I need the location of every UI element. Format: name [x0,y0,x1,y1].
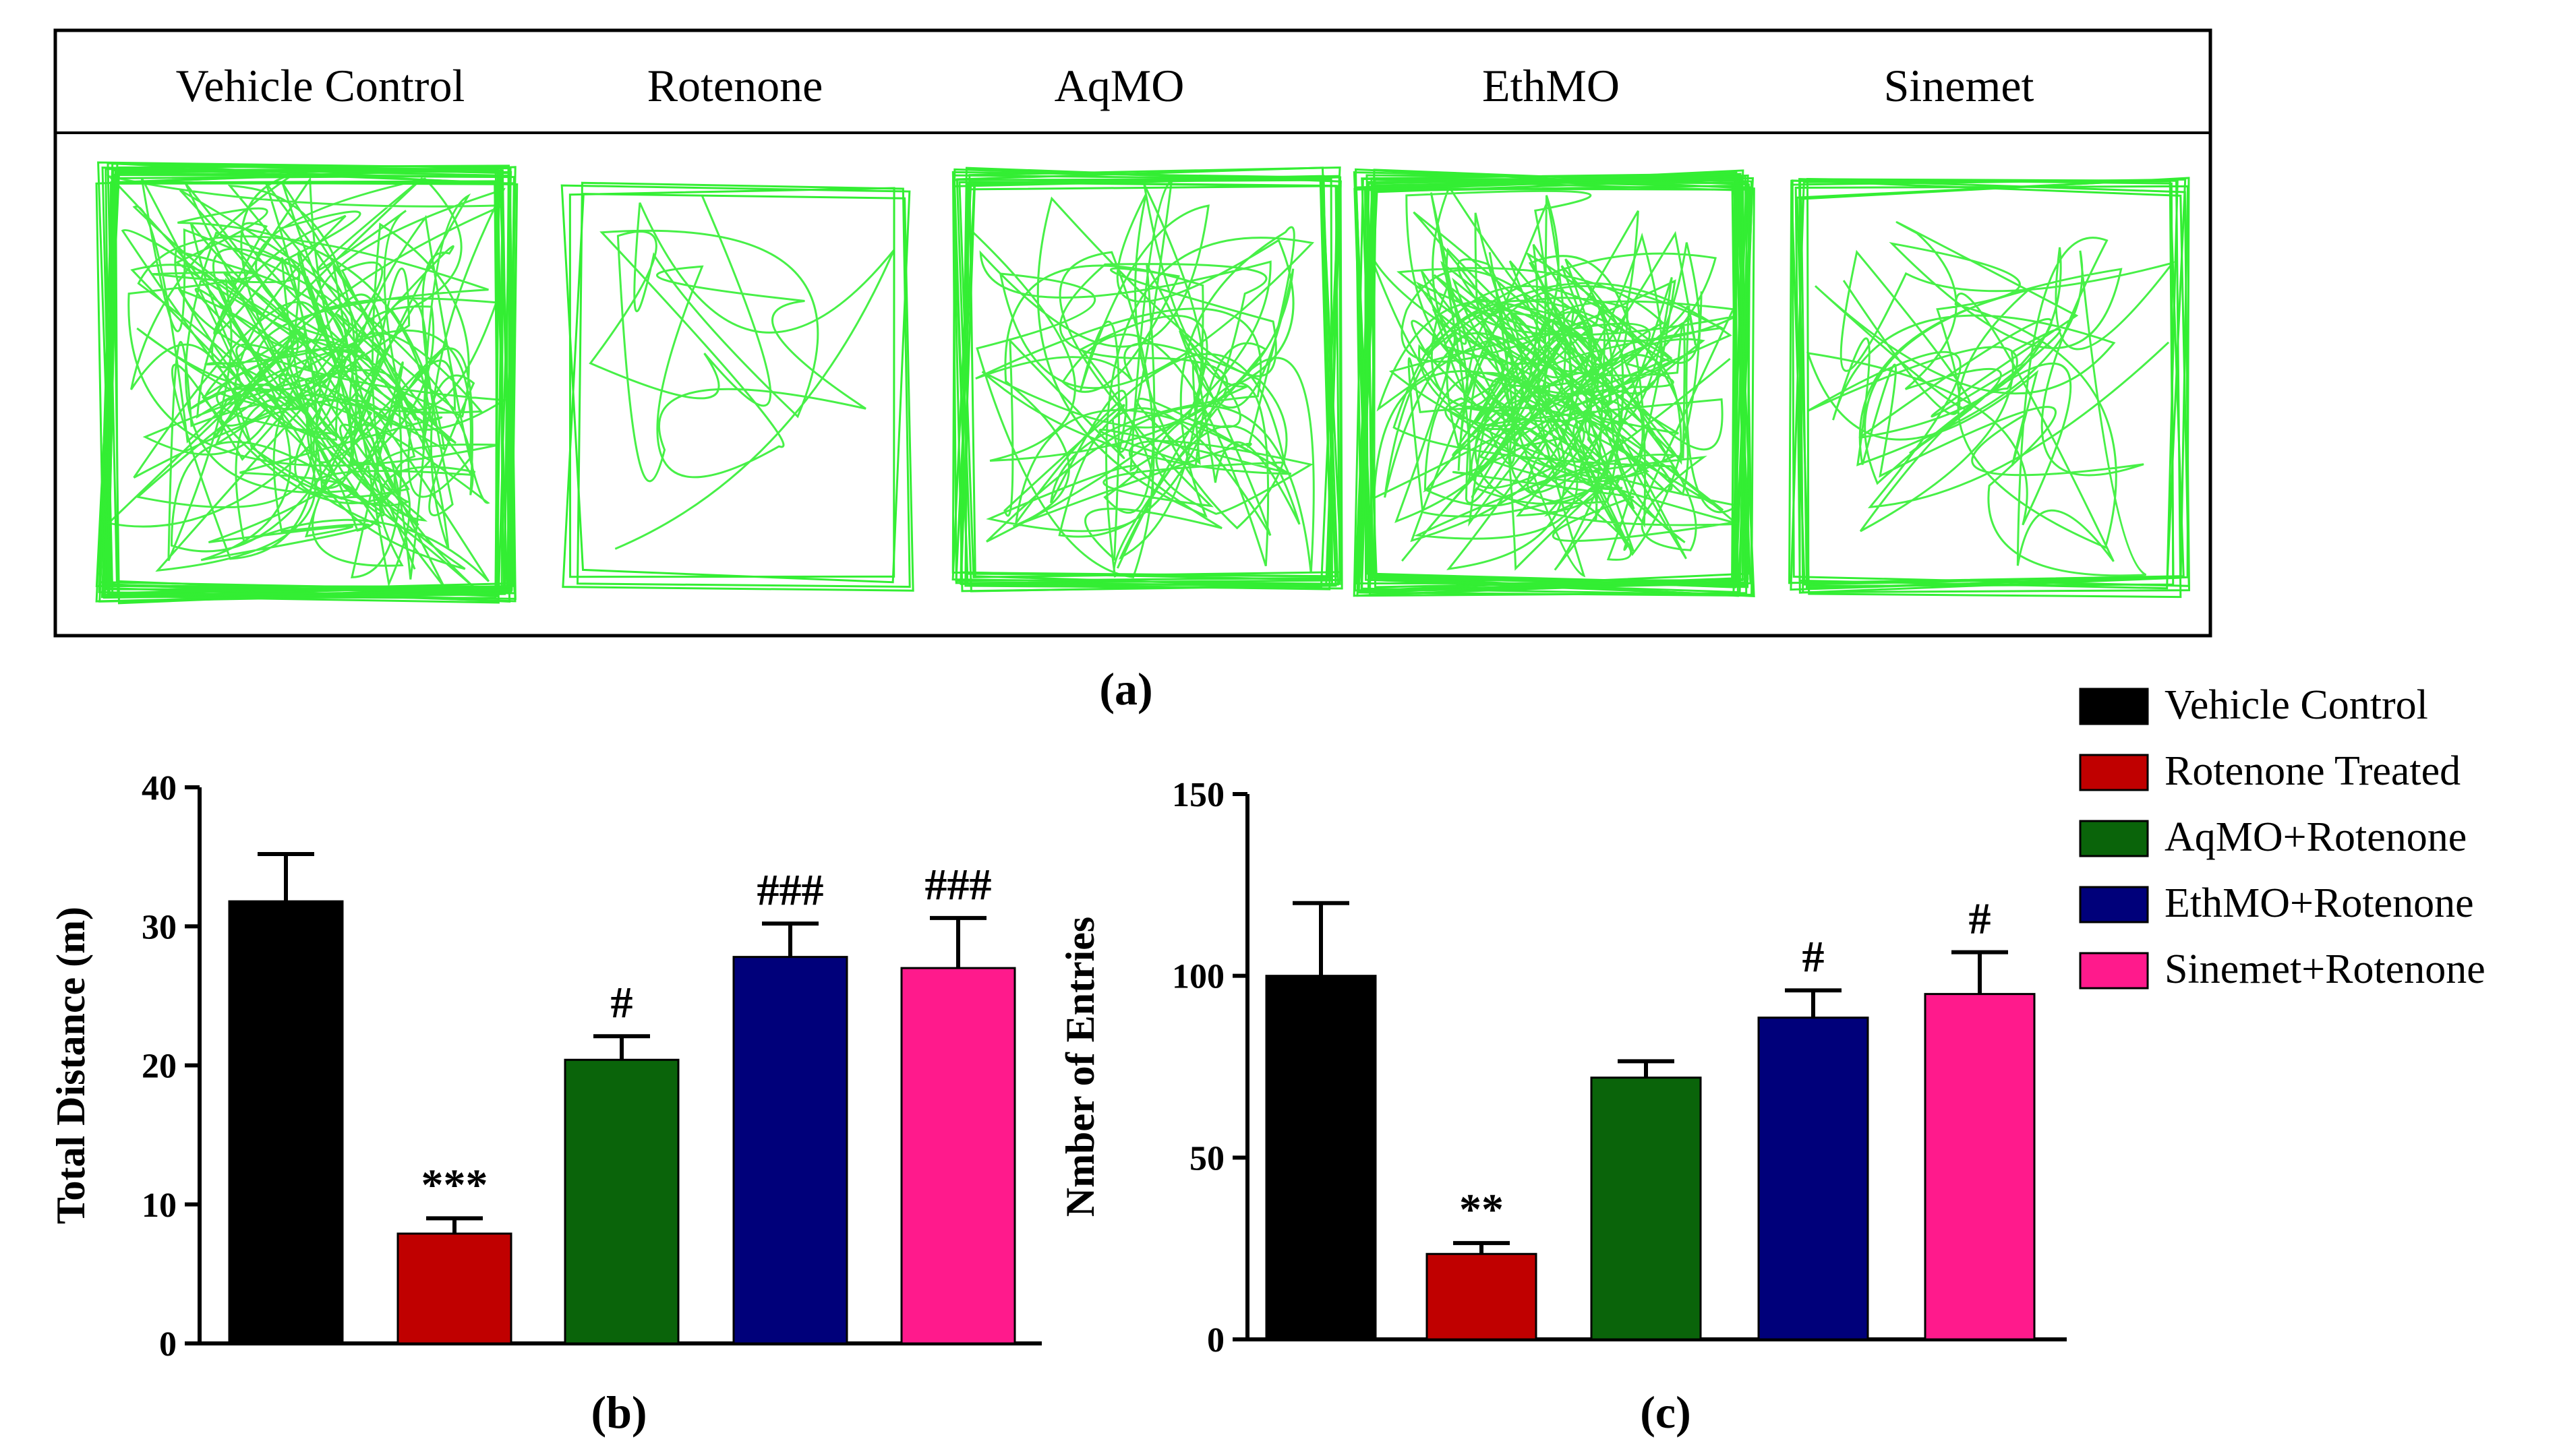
track-border-path [964,185,1343,590]
track-plot [560,181,914,592]
significance-label: # [611,978,633,1027]
significance-label: # [1969,894,1991,944]
track-interior-path [970,177,1315,578]
track-plot [1353,168,1755,598]
track-border-path [1355,175,1744,582]
y-tick-label: 30 [142,908,177,946]
track-border-path [1800,177,2190,590]
panel-label: (c) [1640,1387,1690,1438]
track-interior-path [589,194,895,550]
bar [1265,975,1377,1341]
panel-a-header: Rotenone [647,60,823,111]
bar [396,1232,512,1345]
bar [1757,1017,1869,1341]
legend-swatch [2079,754,2149,791]
bar [1425,1252,1537,1341]
track-border-path [1366,171,1755,598]
y-tick-label: 0 [159,1325,177,1364]
y-tick-label: 150 [1172,776,1225,814]
legend-label: Vehicle Control [2165,682,2428,728]
panel-label: (b) [591,1387,647,1438]
panel-a-header: EthMO [1482,60,1620,111]
track-border-path [107,166,517,595]
significance-label: ** [1459,1185,1504,1234]
bar [564,1058,680,1345]
y-tick-label: 0 [1207,1321,1225,1360]
bar [900,967,1016,1345]
track-border-path [1355,168,1755,596]
track-plot [1788,177,2191,599]
bar [1924,993,2036,1341]
track-border-path [960,166,1342,587]
y-tick-label: 100 [1172,958,1225,996]
panel-a-headers: Vehicle Control Rotenone AqMO EthMO Sinemet [176,60,2034,111]
legend-swatch [2079,688,2149,725]
chart-c: 0 50 100 150 Nmber of Entries ** # # (c) [1058,776,2067,1438]
y-tick-label: 50 [1189,1139,1225,1178]
bar [1590,1076,1702,1341]
track-interior-path [1806,221,2175,577]
track-border-path [107,162,498,597]
track-plot [951,166,1343,593]
bar [228,900,344,1345]
track-border-path [1360,185,1752,593]
track-interior-path [106,173,508,592]
panel-a-header: AqMO [1055,60,1185,111]
panel-a-label: (a) [1099,663,1152,715]
track-border-path [958,179,1343,578]
track-interior-path [1366,185,1740,578]
panel-a-header: Sinemet [1884,60,2034,111]
legend-swatch [2079,952,2149,990]
track-border-path [577,181,911,588]
y-tick-label: 20 [142,1048,177,1086]
legend-swatch [2079,820,2149,857]
track-border-path [568,187,895,578]
legend-label: AqMO+Rotenone [2165,814,2467,860]
y-tick-label: 10 [142,1186,177,1225]
y-axis-title: Total Distance (m) [49,907,93,1224]
significance-label: # [1802,932,1825,981]
legend-swatch [2079,886,2149,923]
legend-label: Sinemet+Rotenone [2165,946,2485,992]
panel-a-tracks [95,161,2191,605]
track-border-path [100,181,519,599]
bar [732,956,848,1345]
y-tick-label: 40 [142,769,177,808]
legend-label: EthMO+Rotenone [2165,880,2474,926]
panel-a-header: Vehicle Control [176,60,465,111]
legend-label: Rotenone Treated [2165,748,2461,794]
significance-label: ### [925,860,992,909]
significance-label: *** [421,1160,488,1209]
y-axis-title: Nmber of Entries [1058,917,1102,1217]
track-border-path [1791,179,2190,587]
track-plot [95,161,519,605]
track-border-path [1355,187,1753,584]
panel-a: Vehicle Control Rotenone AqMO EthMO Sinemet … [53,28,2212,715]
track-border-path [1790,178,2187,586]
significance-label: ### [757,866,824,915]
legend: Vehicle Control Rotenone Treated AqMO+Rote… [2079,682,2485,992]
